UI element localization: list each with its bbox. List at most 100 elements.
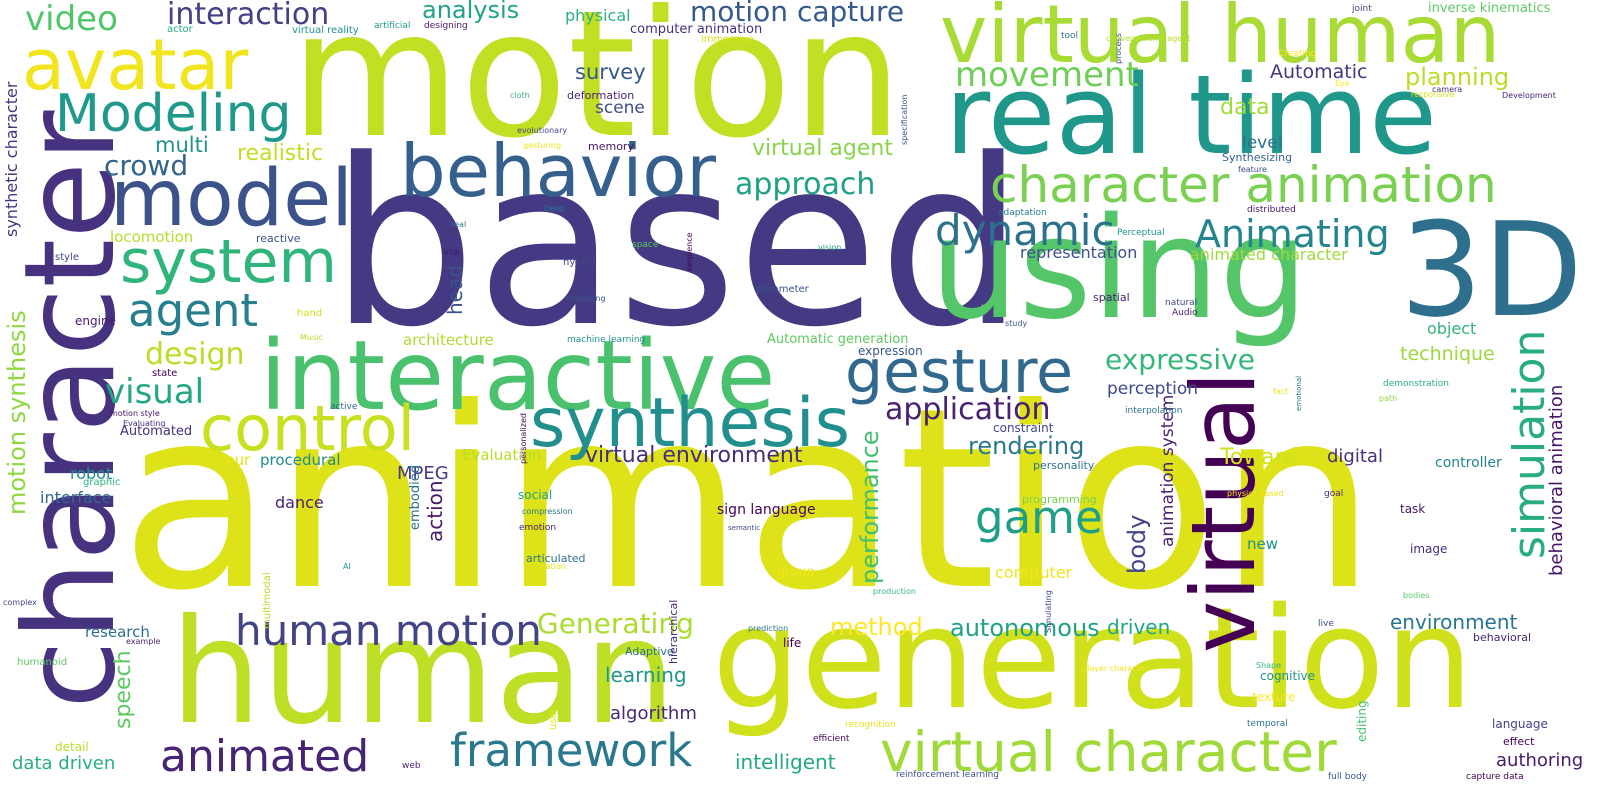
word-approach: approach: [735, 167, 876, 202]
word-interface: interface: [40, 488, 112, 507]
word-constraint: constraint: [993, 421, 1054, 435]
word-analysis: analysis: [422, 0, 520, 24]
word-synthetic-character: synthetic character: [2, 81, 21, 237]
word-virtual-character: virtual character: [880, 720, 1337, 784]
word-action: action: [423, 480, 447, 542]
word-automated: Automated: [120, 424, 193, 439]
word-evaluating: Evaluating: [123, 419, 166, 428]
word-multimodal: multimodal: [262, 572, 273, 629]
word-humanoid: humanoid: [17, 657, 68, 668]
word-avatar: avatar: [22, 24, 249, 106]
word-machine-learning: machine learning: [567, 335, 646, 345]
word-synthesizing: Synthesizing: [1222, 151, 1293, 164]
word-specification: specification: [900, 94, 909, 145]
word-motion: motion: [290, 0, 903, 177]
word-detail: detail: [55, 740, 89, 754]
word-based: based: [330, 111, 1025, 378]
word-prediction: prediction: [748, 624, 789, 633]
word-engine: engine: [75, 314, 116, 328]
word-video: video: [25, 0, 118, 39]
word-actor: actor: [167, 24, 193, 35]
word-cognitive: cognitive: [1260, 669, 1316, 683]
word-virtual-human: virtual human: [940, 0, 1501, 81]
word-3d: 3D: [1400, 194, 1583, 346]
word-graphic: graphic: [83, 477, 121, 488]
word-conversational-agent: conversational agent: [1106, 34, 1191, 43]
word-perception: perception: [1107, 379, 1199, 399]
word-dance: dance: [275, 493, 324, 512]
word-camera: camera: [1432, 85, 1463, 94]
word-web: web: [402, 761, 421, 771]
word-agent: agent: [128, 284, 258, 337]
word-inverse-kinematics: inverse kinematics: [1428, 1, 1551, 16]
word-emotional: emotional: [1295, 375, 1303, 411]
word-image: image: [1410, 542, 1448, 556]
word-animated: animated: [160, 731, 370, 782]
word-task: task: [1400, 502, 1426, 516]
word-data-driven: data driven: [12, 753, 116, 774]
word-procedural: procedural: [260, 451, 341, 469]
word-capture-data: capture data: [1466, 772, 1524, 782]
word-effect: effect: [1503, 735, 1535, 748]
word-shape: Shape: [1256, 661, 1282, 670]
word-development: Development: [1502, 91, 1556, 100]
word-recognition: recognition: [845, 720, 896, 730]
word-texture: texture: [1252, 690, 1296, 704]
word-spatial: spatial: [1093, 291, 1130, 304]
word-head: head: [443, 265, 467, 315]
word-interactive: interactive: [260, 320, 776, 432]
word-feature: feature: [1238, 165, 1267, 174]
word-generating: Generating: [537, 607, 694, 640]
word-gesture: gesture: [845, 337, 1074, 407]
word-natural: natural: [1165, 298, 1198, 308]
word-personality: personality: [1033, 459, 1095, 472]
word-multi: multi: [155, 133, 209, 157]
word-creation: Creation: [532, 562, 566, 571]
word-new: new: [1247, 535, 1279, 553]
word-sign-language: sign language: [717, 502, 816, 518]
word-animating: Animating: [1195, 212, 1390, 256]
word-immersive: immersive: [701, 34, 754, 45]
word-automatic: Automatic: [1270, 61, 1368, 83]
word-fact: fact: [1273, 387, 1289, 396]
word-social: social: [518, 488, 553, 502]
word-physics-based: physics based: [1227, 489, 1284, 498]
word-physical: physical: [565, 6, 631, 25]
word-realistic: realistic: [237, 141, 324, 166]
word-modelling: modelling: [566, 294, 606, 303]
word-driven: driven: [1107, 615, 1171, 639]
word-planning: planning: [1405, 63, 1510, 91]
word-perceptual: Perceptual: [1117, 228, 1165, 238]
word-human-motion: human motion: [235, 606, 542, 655]
word-performance: performance: [856, 430, 884, 584]
word-animation-system: animation system: [1158, 394, 1178, 547]
word-memory: memory: [588, 140, 634, 153]
word-articulated: articulated: [526, 552, 586, 565]
word-via: via: [443, 245, 460, 258]
word-vision: vision: [818, 243, 842, 252]
word-editing: editing: [1355, 700, 1369, 742]
word-autonomous: autonomous: [950, 614, 1100, 642]
word-study: study: [1005, 319, 1028, 328]
word-programming: programming: [1022, 493, 1097, 506]
word-personalized: personalized: [519, 413, 528, 464]
word-semantic: semantic: [728, 524, 761, 532]
word-tool: tool: [1061, 31, 1079, 41]
word-behavioral: behavioral: [1473, 631, 1532, 644]
word-robot: robot: [70, 464, 113, 483]
word-body: body: [1123, 514, 1151, 574]
word-algorithm: algorithm: [610, 703, 697, 724]
word-interaction: interaction: [167, 0, 330, 32]
word-sequence: sequence: [685, 232, 694, 271]
word-ai: AI: [343, 562, 351, 571]
word-framework: framework: [450, 724, 693, 777]
word-data: data: [1220, 95, 1270, 120]
word-compression: compression: [522, 507, 573, 516]
word-player-character: player character: [1082, 664, 1148, 673]
word-hybrid: hybrid: [563, 257, 595, 268]
word-efficient: efficient: [813, 734, 850, 744]
word-bodies: bodies: [1403, 591, 1430, 600]
word-demonstration: demonstration: [1383, 379, 1449, 389]
word-architecture: architecture: [403, 331, 494, 349]
